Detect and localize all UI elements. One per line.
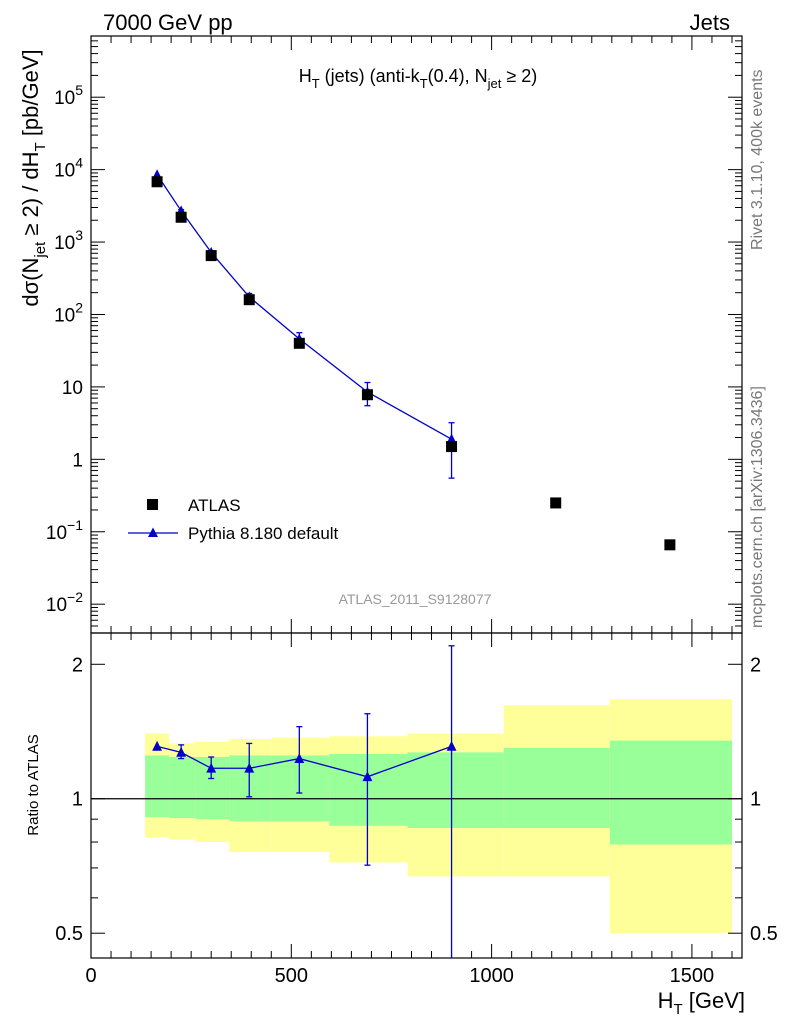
main-y-tick-label-0: 10−2 <box>46 589 83 616</box>
pythia-point-ratio-4 <box>294 753 305 763</box>
band-inner-8 <box>609 740 732 845</box>
x-tick-label-2: 1000 <box>469 965 514 987</box>
main-y-tick-label-4: 102 <box>54 299 83 326</box>
header-right: Jets <box>690 10 730 35</box>
pythia-point-ratio-6 <box>446 740 457 751</box>
pythia-point-ratio-0 <box>152 740 163 751</box>
legend-pythia-label: Pythia 8.180 default <box>188 524 339 543</box>
ratio-frame <box>90 632 743 959</box>
main-y-ticks <box>91 35 742 634</box>
pythia-point-ratio-2 <box>206 762 217 773</box>
main-y-tick-label-1: 10−1 <box>46 517 83 544</box>
analysis-tag: ATLAS_2011_S9128077 <box>339 591 492 607</box>
main-y-tick-label-7: 105 <box>54 82 83 109</box>
legend: ATLAS Pythia 8.180 default <box>128 496 339 543</box>
main-frame <box>90 35 743 634</box>
pythia-point-ratio-1 <box>176 746 187 757</box>
legend-atlas-label: ATLAS <box>188 496 241 515</box>
atlas-point-5 <box>361 389 373 401</box>
band-inner-7 <box>503 747 610 829</box>
legend-atlas-marker <box>147 499 158 510</box>
x-axis-label: HT [GeV] <box>658 988 745 1018</box>
x-ticks <box>90 36 733 958</box>
ratio-y-tick-label-l-2: 2 <box>72 654 83 676</box>
chart-title: HT (jets) (anti-kT(0.4), Njet ≥ 2) <box>299 66 538 91</box>
x-tick-label-1: 500 <box>275 965 308 987</box>
legend-pythia-marker <box>148 527 158 537</box>
mcplots-label: mcplots.cern.ch [arXiv:1306.3436] <box>749 386 766 628</box>
rivet-label: Rivet 3.1.10, 400k events <box>749 69 766 250</box>
band-inner-5 <box>329 753 408 826</box>
band-inner-1 <box>169 757 196 819</box>
pythia-series-ratio <box>152 645 457 958</box>
atlas-point-6 <box>446 441 458 453</box>
ratio-y-ticks <box>91 663 742 934</box>
pythia-series-main <box>152 169 457 479</box>
atlas-point-3 <box>243 294 255 306</box>
header-left: 7000 GeV pp <box>103 10 233 35</box>
atlas-point-0 <box>151 176 163 188</box>
main-y-tick-label-3: 10 <box>62 378 83 399</box>
y-axis-label-ratio: Ratio to ATLAS <box>25 734 42 835</box>
atlas-point-4 <box>293 337 305 349</box>
atlas-point-2 <box>205 250 217 262</box>
y-axis-label-main: dσ(Njet ≥ 2) / dHT [pb/GeV] <box>18 49 49 306</box>
ratio-y-tick-label-r-1: 1 <box>750 789 761 811</box>
x-tick-label-0: 0 <box>85 965 96 987</box>
atlas-point-7 <box>550 497 562 509</box>
ratio-y-tick-label-r-0: 0.5 <box>750 923 778 945</box>
main-y-tick-label-6: 104 <box>54 155 83 182</box>
atlas-point-8 <box>664 539 676 551</box>
ratio-y-tick-label-l-0: 0.5 <box>55 923 83 945</box>
main-y-tick-label-5: 103 <box>54 227 83 254</box>
pythia-point-main-6 <box>446 433 457 444</box>
atlas-point-1 <box>175 211 187 223</box>
ratio-y-tick-label-r-2: 2 <box>750 654 761 676</box>
band-inner-0 <box>145 755 170 818</box>
pythia-line-main <box>156 174 452 440</box>
pythia-point-ratio-5 <box>362 771 373 782</box>
x-tick-label-3: 1500 <box>670 965 715 987</box>
ratio-bands <box>145 699 732 934</box>
band-inner-6 <box>407 752 504 829</box>
band-inner-4 <box>271 755 330 822</box>
main-y-tick-label-2: 1 <box>72 450 83 471</box>
ratio-y-tick-label-l-1: 1 <box>72 789 83 811</box>
atlas-series <box>151 176 676 551</box>
pythia-point-ratio-3 <box>244 762 255 773</box>
